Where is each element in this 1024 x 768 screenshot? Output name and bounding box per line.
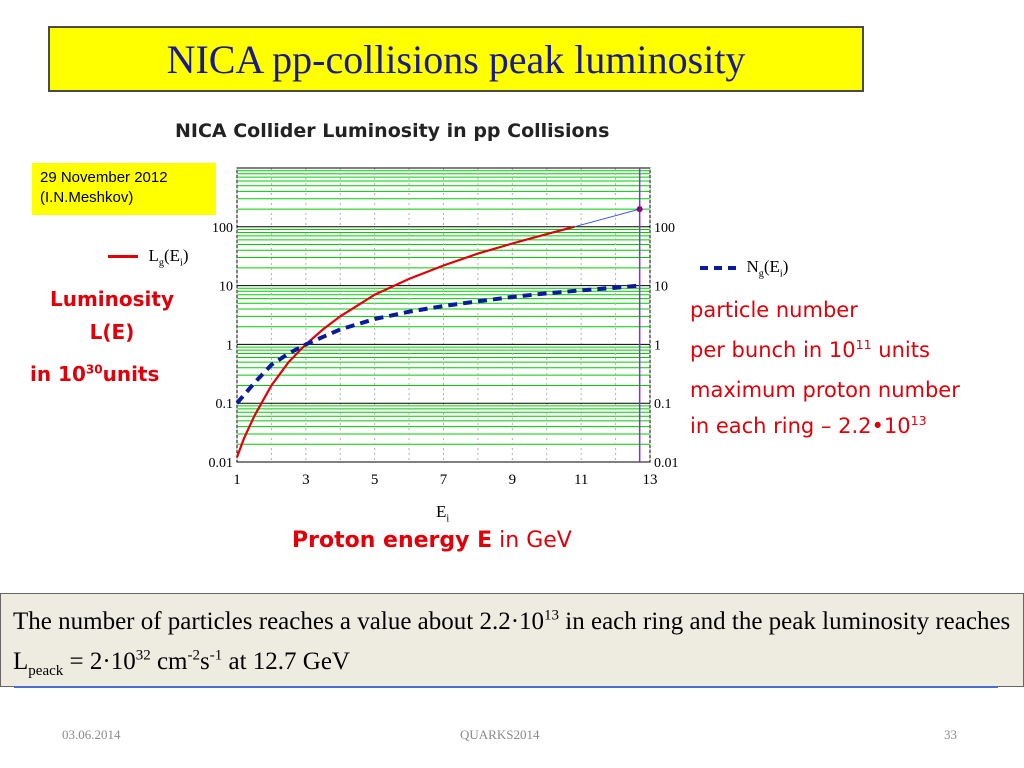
peak-extrapolation-line xyxy=(574,208,640,228)
x-tick-label: 5 xyxy=(371,472,379,488)
series-line-particles xyxy=(235,283,640,405)
x-tick-label: 3 xyxy=(302,472,310,488)
date-note-box: 29 November 2012 (I.N.Meshkov) xyxy=(32,163,216,215)
y-tick-label-left: 1 xyxy=(226,338,233,353)
particle-label-line2: per bunch in 1011 units xyxy=(690,337,930,362)
particle-label-line3: maximum proton number xyxy=(690,378,960,402)
legend-luminosity: Lg(Ei) xyxy=(108,246,189,269)
peak-marker xyxy=(636,206,643,213)
x-tick-label: 1 xyxy=(233,472,241,488)
footer-conference: QUARKS2014 xyxy=(460,727,540,742)
y-tick-label-right: 1 xyxy=(654,338,661,353)
luminosity-label-line1: Luminosity xyxy=(49,287,174,311)
luminosity-label-line2: L(E) xyxy=(89,320,135,344)
footer-page-number: 33 xyxy=(944,727,957,742)
particle-label-line4: in each ring – 2.2•1013 xyxy=(690,413,927,438)
legend-luminosity-label: Lg(Ei) xyxy=(148,246,189,269)
luminosity-label-line3: in 1030units xyxy=(30,362,160,386)
slide-title: NICA pp-collisions peak luminosity xyxy=(166,36,746,82)
note-underline xyxy=(14,686,998,688)
y-tick-label-left: 10 xyxy=(219,280,233,295)
y-tick-label-right: 10 xyxy=(654,280,668,295)
y-tick-label-right: 0.1 xyxy=(654,397,672,412)
legend-particles-label: Ng(Ei) xyxy=(746,257,789,280)
x-tick-label: 9 xyxy=(509,472,517,488)
date-note-date: 29 November 2012 xyxy=(40,169,168,186)
y-tick-label-left: 0.01 xyxy=(209,456,234,471)
date-note-author: (I.N.Meshkov) xyxy=(40,189,134,206)
legend-particles: Ng(Ei) xyxy=(700,257,789,280)
x-tick-label: 13 xyxy=(643,472,658,488)
legend-luminosity-swatch xyxy=(108,255,138,259)
summary-note: The number of particles reaches a value … xyxy=(0,593,1024,687)
y-tick-label-right: 100 xyxy=(654,221,675,236)
slide-title-box: NICA pp-collisions peak luminosity xyxy=(48,26,864,92)
legend-particles-swatch xyxy=(700,265,736,270)
series-line-luminosity xyxy=(235,225,575,458)
y-tick-label-left: 100 xyxy=(212,221,233,236)
x-axis-symbol: Ei xyxy=(436,502,450,525)
footer-date: 03.06.2014 xyxy=(62,727,121,742)
x-tick-label: 7 xyxy=(440,472,448,488)
x-axis-label: Proton energy E in GeV xyxy=(292,528,572,553)
x-tick-label: 11 xyxy=(574,472,588,488)
particle-label-line1: particle number xyxy=(690,298,858,322)
y-tick-label-left: 0.1 xyxy=(216,397,234,412)
y-tick-label-right: 0.01 xyxy=(654,456,679,471)
chart-title: NICA Collider Luminosity in pp Collision… xyxy=(175,120,610,142)
